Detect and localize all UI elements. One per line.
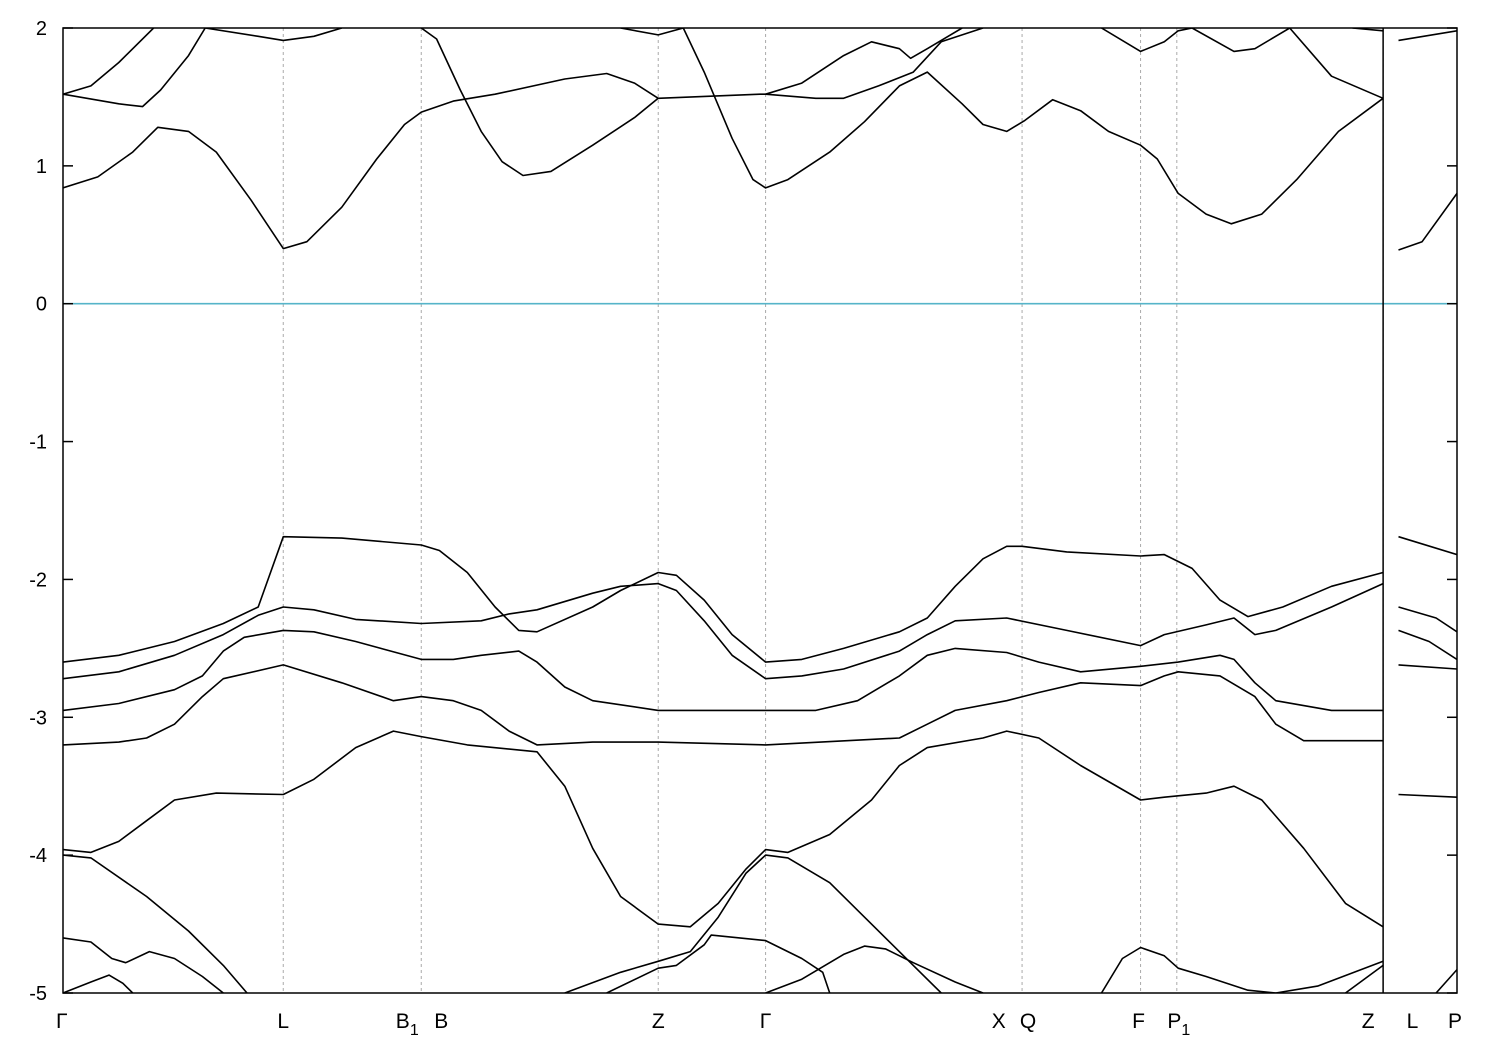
band-line-4 [63, 28, 984, 250]
band-line-26 [1345, 964, 1384, 993]
kpoint-label: Γ [760, 1010, 772, 1033]
y-tick-label: -5 [29, 983, 47, 1005]
band-line-22 [564, 854, 942, 993]
y-tick-label: -4 [29, 845, 47, 867]
band-line-3 [205, 28, 343, 42]
band-line-25 [1100, 946, 1384, 993]
kpoint-label: Z [1362, 1010, 1375, 1033]
band-line-2 [63, 28, 206, 108]
kpoint-label: Q [1020, 1010, 1036, 1033]
band-line-8 [765, 28, 963, 95]
x-axis-kpoint-labels: Γ L B1 B Z Γ X Q F P1 Z L P [56, 1010, 1462, 1039]
band-line-10 [1289, 28, 1384, 100]
band-line-17 [63, 664, 1384, 746]
kpoint-label: Z [652, 1010, 665, 1033]
band-line-1 [63, 28, 155, 95]
band-line-16 [63, 629, 1384, 712]
kpoint-label: P [1448, 1010, 1462, 1033]
band-line-18 [63, 730, 1384, 928]
y-tick-label: 0 [36, 294, 47, 316]
y-tick-label: 2 [36, 18, 47, 40]
kpoint-label: B [434, 1010, 448, 1033]
kpoint-label: B1 [396, 1010, 419, 1039]
kpoint-label: X [992, 1010, 1006, 1033]
band-lines [63, 28, 1457, 993]
band-line-31 [1398, 793, 1457, 798]
band-line-28 [1398, 606, 1457, 633]
band-line-27 [1398, 535, 1457, 556]
band-line-9 [1101, 28, 1291, 53]
y-axis-ticks: -5 -4 -3 -2 -1 0 1 2 [29, 18, 1457, 1005]
kpoint-label: F [1132, 1010, 1145, 1033]
band-line-32 [1435, 969, 1457, 993]
band-line-20 [63, 937, 224, 993]
band-line-23 [606, 934, 831, 993]
band-line-29 [1398, 629, 1457, 661]
band-line-12 [1398, 30, 1457, 42]
band-line-21 [63, 974, 134, 993]
band-line-14 [63, 535, 1384, 663]
band-line-7 [682, 28, 1384, 225]
kpoint-label: L [277, 1010, 289, 1033]
plot-frame [62, 27, 1458, 994]
kpoint-label: Γ [56, 1010, 68, 1033]
band-line-30 [1398, 664, 1457, 670]
y-tick-label: 1 [36, 156, 47, 178]
band-line-5 [420, 28, 659, 177]
band-line-15 [63, 582, 1384, 680]
band-line-19 [63, 854, 248, 993]
band-line-13 [1398, 192, 1457, 251]
band-line-6 [620, 28, 684, 36]
plot-border [62, 27, 1458, 994]
y-tick-label: -3 [29, 707, 47, 729]
y-tick-label: -2 [29, 569, 47, 591]
kpoint-label: P1 [1167, 1010, 1190, 1039]
band-line-24 [765, 945, 984, 993]
y-tick-label: -1 [29, 432, 47, 454]
kpoint-label: L [1407, 1010, 1419, 1033]
grid-lines [282, 28, 1384, 993]
